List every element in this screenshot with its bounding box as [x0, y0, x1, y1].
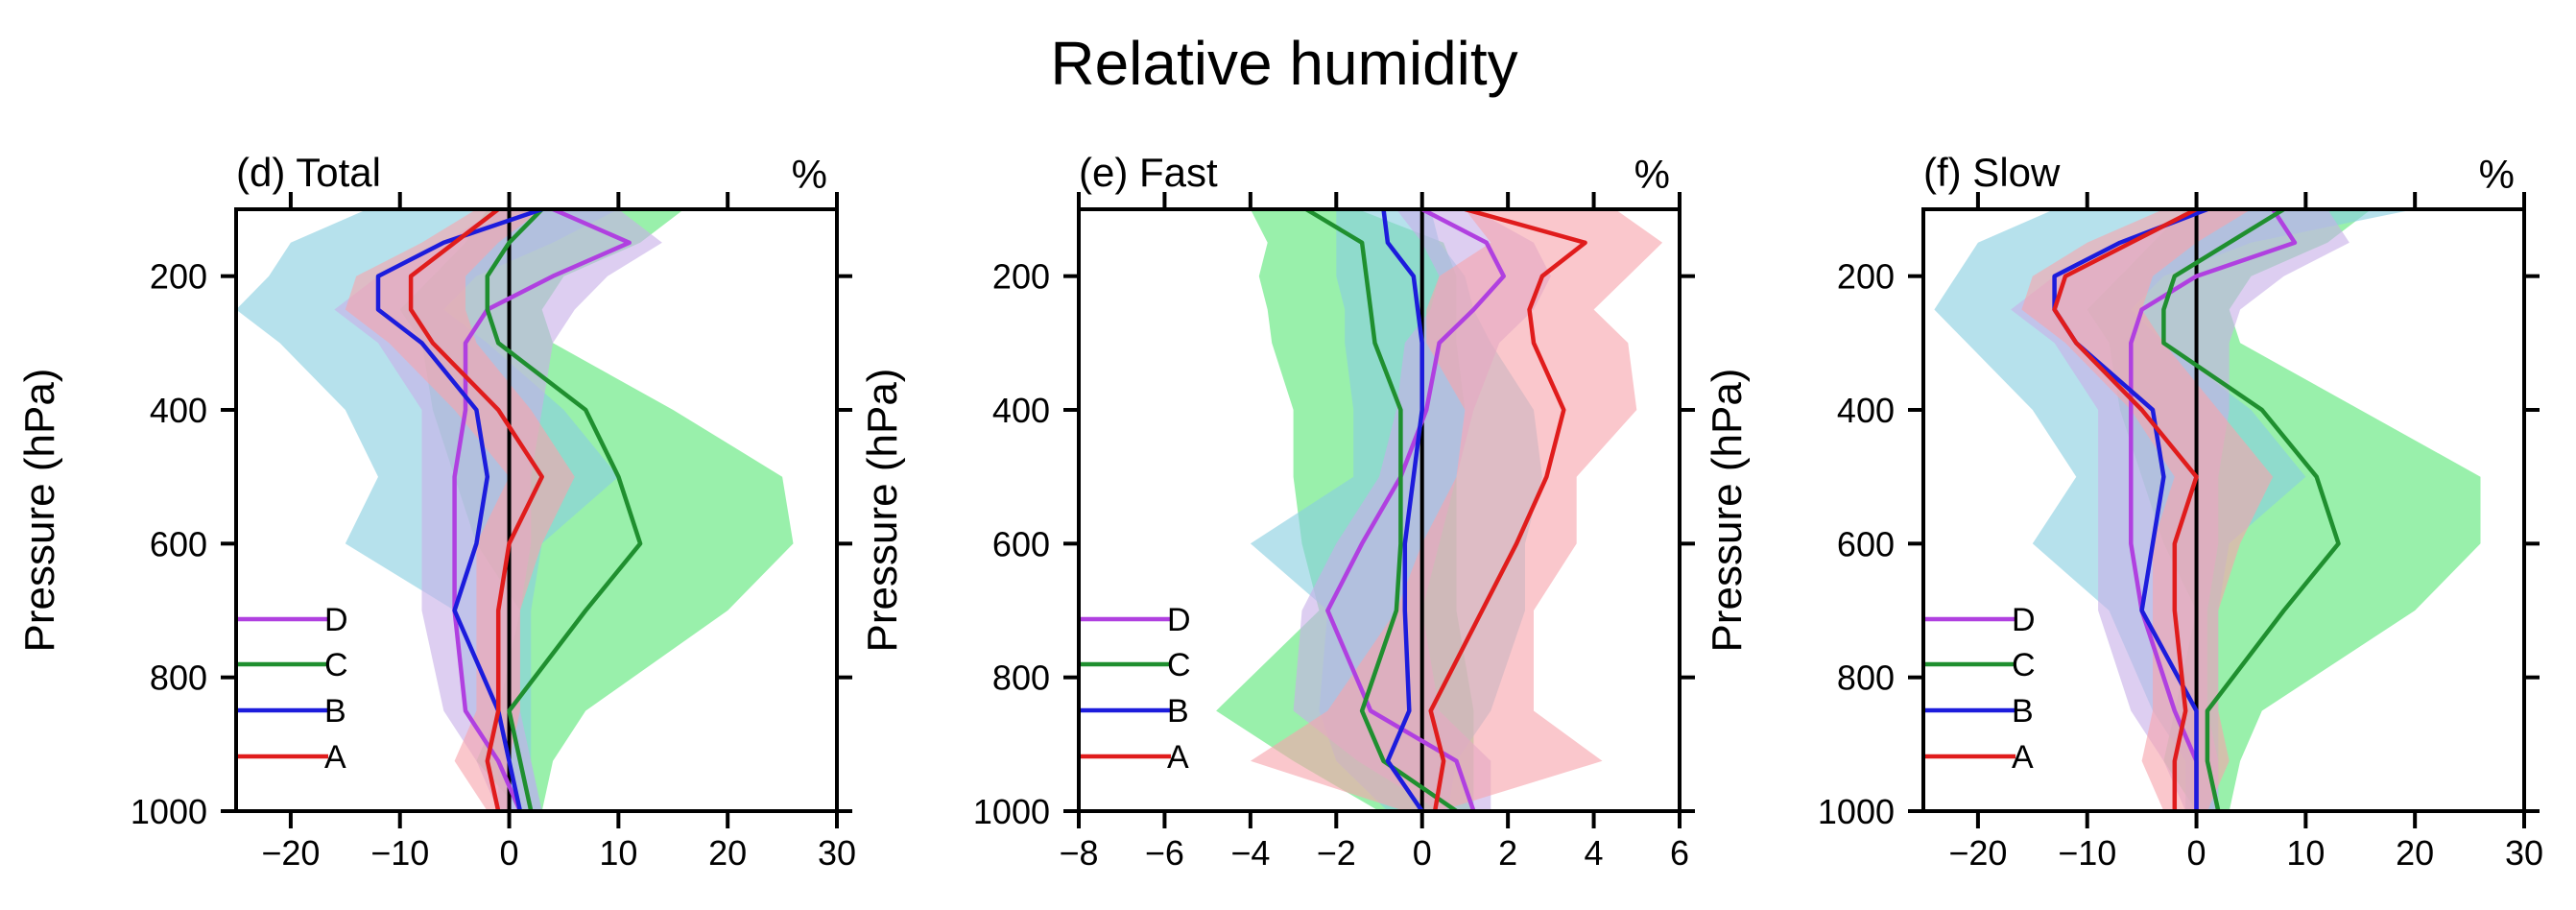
y-tick-label: 400 — [150, 391, 207, 430]
legend-label-b: B — [2012, 693, 2034, 730]
y-tick-label: 800 — [150, 659, 207, 698]
legend-label-c: C — [1167, 647, 1191, 683]
x-tick-label: 6 — [1670, 833, 1689, 873]
band-a — [345, 209, 575, 811]
y-axis-label: Pressure (hPa) — [1704, 369, 1751, 653]
x-tick-label: 30 — [818, 833, 856, 873]
panel-title: (f) Slow — [1923, 150, 2061, 195]
y-axis-label: Pressure (hPa) — [859, 369, 906, 653]
y-tick-label: 1000 — [1818, 792, 1895, 831]
x-tick-label: 0 — [2187, 833, 2206, 873]
axes-frame — [1921, 207, 2526, 813]
unit-label: % — [2479, 152, 2515, 197]
panel-e: −8 −6 −4 −2 0 2 4 6 200 400 600 800 1000 Pressure (hP… — [859, 150, 1695, 873]
series-line-a — [1428, 209, 1587, 811]
series-line-a — [408, 209, 544, 811]
x-tick-label: 10 — [2286, 833, 2325, 873]
series-line-a — [2052, 209, 2199, 811]
plot-area-e — [1216, 209, 1663, 811]
y-tick-label: 200 — [992, 257, 1050, 297]
band-a — [2021, 209, 2274, 811]
band-a — [1250, 209, 1663, 811]
legend-label-d: D — [2012, 602, 2036, 638]
panel-f: −20 −10 0 10 20 30 200 400 600 800 1000 Pressure (h… — [1704, 150, 2543, 873]
panel-title: (d) Total — [236, 150, 381, 195]
y-tick-label: 800 — [1837, 659, 1895, 698]
legend-label-a: A — [324, 739, 346, 776]
legend-label-d: D — [324, 602, 348, 638]
x-tick-label: 0 — [1413, 833, 1432, 873]
x-tick-label: −2 — [1317, 833, 1356, 873]
y-tick-label: 800 — [992, 659, 1050, 698]
y-tick-label: 400 — [1837, 391, 1895, 430]
y-tick-label: 600 — [1837, 524, 1895, 563]
x-tick-label: −20 — [261, 833, 320, 873]
x-tick-label: 4 — [1585, 833, 1604, 873]
x-tick-label: 20 — [708, 833, 747, 873]
legend-label-c: C — [2012, 647, 2036, 683]
legend-label-c: C — [324, 647, 348, 683]
series-line-c — [485, 209, 643, 811]
y-tick-label: 600 — [150, 524, 207, 563]
x-tick-label: −20 — [1948, 833, 2007, 873]
series-line-b — [2052, 209, 2208, 811]
series-line-c — [2161, 209, 2341, 811]
legend-label-a: A — [1167, 739, 1189, 776]
x-tick-label: −10 — [2058, 833, 2116, 873]
y-tick-label: 400 — [992, 391, 1050, 430]
series-line-d — [2129, 209, 2298, 811]
y-tick-label: 600 — [992, 524, 1050, 563]
x-tick-label: 0 — [500, 833, 519, 873]
plot-area-d — [236, 209, 794, 811]
series-line-b — [1381, 209, 1424, 811]
legend-label-b: B — [1167, 693, 1189, 730]
panel-d: −20 −10 0 10 20 30 200 400 600 800 1000 Pressure (h… — [16, 150, 856, 873]
legend-label-d: D — [1167, 602, 1191, 638]
legend-label-a: A — [2012, 739, 2034, 776]
plot-area-f — [1934, 209, 2481, 811]
x-tick-label: −10 — [370, 833, 429, 873]
figure-title: Relative humidity — [1050, 29, 1517, 98]
y-tick-label: 1000 — [131, 792, 207, 831]
y-tick-label: 1000 — [973, 792, 1050, 831]
x-tick-label: −6 — [1145, 833, 1184, 873]
x-tick-label: 20 — [2396, 833, 2434, 873]
series-line-d — [452, 209, 632, 811]
x-tick-label: 30 — [2505, 833, 2543, 873]
y-tick-label: 200 — [1837, 257, 1895, 297]
y-axis-label: Pressure (hPa) — [16, 369, 63, 653]
legend-label-b: B — [324, 693, 346, 730]
series-line-b — [375, 209, 543, 811]
x-tick-label: −4 — [1230, 833, 1270, 873]
series-line-c — [1304, 209, 1458, 811]
axes-frame — [1077, 207, 1682, 813]
x-tick-label: 2 — [1498, 833, 1517, 873]
axes-frame — [234, 207, 839, 813]
panel-title: (e) Fast — [1079, 150, 1218, 195]
x-tick-label: 10 — [599, 833, 637, 873]
unit-label: % — [792, 152, 827, 197]
series-line-d — [1325, 209, 1506, 811]
unit-label: % — [1634, 152, 1670, 197]
x-tick-label: −8 — [1059, 833, 1098, 873]
y-tick-label: 200 — [150, 257, 207, 297]
